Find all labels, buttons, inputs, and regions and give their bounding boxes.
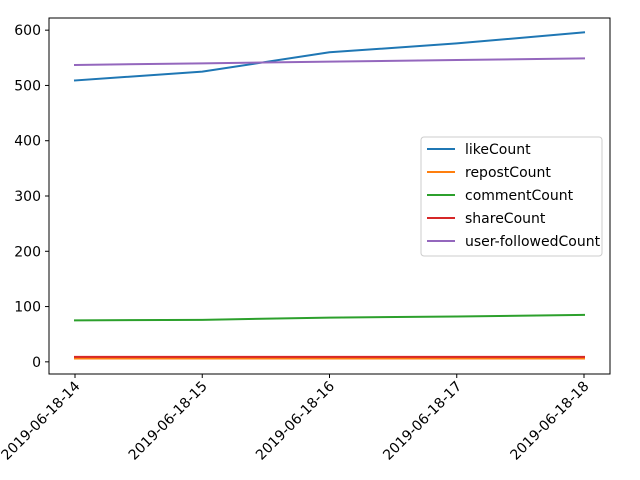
legend-label-commentCount: commentCount [465, 188, 574, 204]
x-tick-label: 2019-06-18-14 [0, 378, 84, 463]
y-tick-label: 100 [14, 300, 41, 316]
legend-label-likeCount: likeCount [465, 142, 531, 158]
legend-frame [420, 136, 603, 257]
legend-label-shareCount: shareCount [465, 211, 546, 227]
y-tick-label: 300 [14, 189, 41, 205]
x-tick-label: 2019-06-18-17 [380, 379, 465, 464]
y-tick-label: 0 [32, 355, 41, 371]
x-tick-label: 2019-06-18-15 [126, 379, 211, 464]
series-layer [73, 31, 586, 360]
series-line-commentCount [73, 313, 586, 322]
y-tick-label: 600 [14, 23, 41, 39]
x-tick-label: 2019-06-18-16 [253, 378, 338, 463]
y-tick-label: 400 [14, 134, 41, 150]
series-line-user-followedCount [73, 57, 586, 67]
x-tick-label: 2019-06-18-18 [507, 379, 592, 464]
legend: likeCount repostCount commentCount shareCou… [420, 136, 603, 257]
series-line-likeCount [73, 31, 586, 82]
y-tick-label: 500 [14, 78, 41, 94]
legend-label-user-followedCount: user-followedCount [465, 234, 601, 250]
y-tick-label: 200 [14, 244, 41, 260]
legend-label-repostCount: repostCount [465, 165, 551, 181]
